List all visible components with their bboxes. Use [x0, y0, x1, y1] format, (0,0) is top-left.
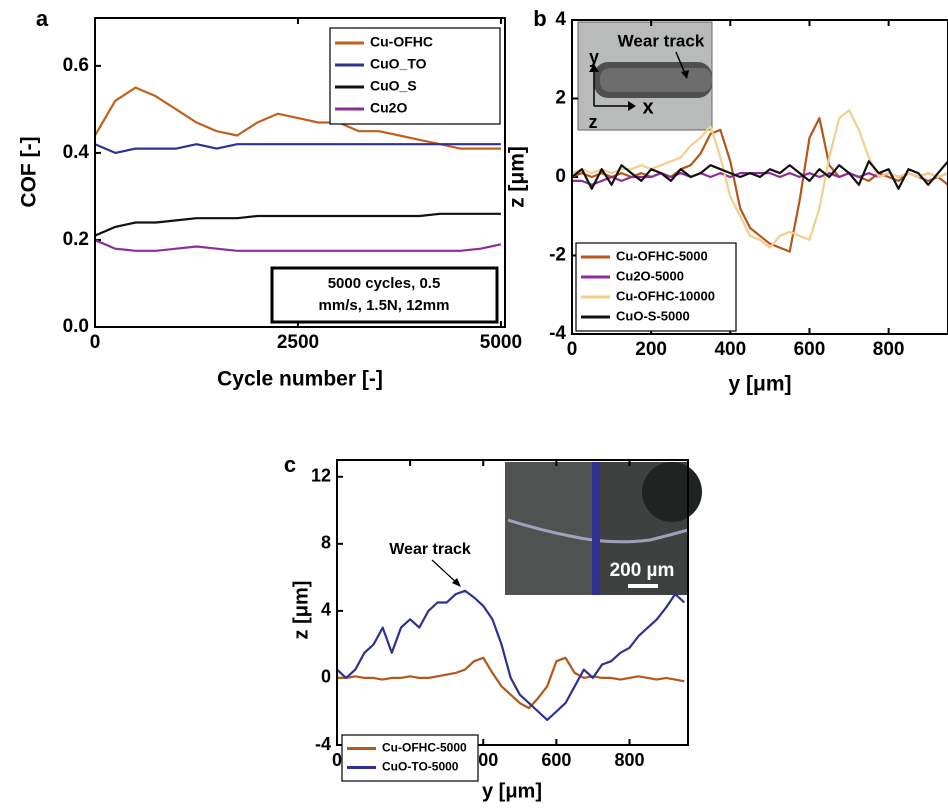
inset-label: x — [642, 96, 653, 118]
plot-frame — [336, 459, 689, 746]
x-tick-label: 0 — [567, 339, 578, 360]
y-tick-label: -4 — [549, 323, 566, 344]
legend-label: Cu-OFHC-5000 — [382, 741, 467, 755]
inset-label: z — [589, 112, 598, 132]
data-line — [337, 656, 685, 710]
plot-frame — [571, 19, 948, 335]
y-tick-label: 2 — [555, 88, 566, 109]
legend-label: Cu2O — [370, 100, 407, 116]
annotation-arrow — [431, 559, 461, 587]
plot-frame — [94, 17, 506, 328]
data-line — [572, 109, 948, 249]
legend-label: CuO_S — [370, 78, 417, 94]
x-tick-label: 2500 — [277, 332, 319, 353]
x-axis-label: y [μm] — [728, 373, 791, 396]
annotation-text: mm/s, 1.5N, 12mm — [319, 297, 450, 314]
x-tick-label: 800 — [614, 750, 644, 770]
x-axis-label: Cycle number [-] — [217, 368, 383, 391]
inset-label: Wear track — [618, 31, 705, 50]
inset-label: y — [589, 47, 599, 67]
data-line — [337, 589, 686, 721]
legend-box — [341, 734, 479, 782]
x-tick-label: 5000 — [480, 332, 522, 353]
y-tick-label: 0 — [321, 667, 331, 687]
data-line — [95, 238, 502, 252]
y-tick-label: 0 — [555, 166, 566, 187]
y-tick-label: 4 — [321, 600, 331, 620]
y-tick-label: -4 — [315, 734, 331, 754]
legend-label: CuO-TO-5000 — [382, 760, 459, 774]
x-tick-label: 200 — [635, 339, 667, 360]
legend-label: Cu-OFHC-10000 — [616, 288, 715, 303]
legend-label: Cu-OFHC — [370, 34, 433, 50]
x-tick-label: 400 — [714, 339, 746, 360]
y-tick-label: 0.4 — [63, 142, 90, 163]
y-tick-label: 8 — [321, 533, 331, 553]
y-axis-label: z [μm] — [290, 581, 312, 640]
x-tick-label: 800 — [873, 339, 905, 360]
panel-label: c — [284, 452, 296, 477]
data-line — [95, 212, 501, 237]
annotation-box — [270, 266, 499, 324]
data-line — [95, 86, 501, 150]
data-line — [572, 117, 948, 253]
panel-label: b — [533, 6, 546, 31]
legend-label: Cu2O-5000 — [616, 268, 684, 283]
y-tick-label: 12 — [311, 466, 331, 486]
annotation-text: 5000 cycles, 0.5 — [328, 275, 441, 292]
x-tick-label: 600 — [541, 750, 571, 770]
scale-bar-label: 200 µm — [610, 560, 675, 581]
y-tick-label: 0.2 — [63, 229, 89, 250]
x-tick-label: 0 — [332, 750, 342, 770]
y-axis-label: COF [-] — [18, 136, 41, 207]
data-line — [572, 160, 948, 190]
x-axis-label: y [μm] — [482, 780, 542, 802]
y-tick-label: 4 — [555, 9, 566, 30]
legend-label: CuO-S-5000 — [616, 308, 690, 323]
legend-label: CuO_TO — [370, 56, 427, 72]
x-tick-label: 600 — [794, 339, 826, 360]
inset-photo — [505, 462, 702, 595]
inset-photo — [577, 21, 713, 131]
data-line — [95, 143, 501, 154]
y-axis-label: z [μm] — [506, 146, 529, 208]
y-tick-label: 0.0 — [63, 316, 89, 337]
x-tick-label: 0 — [90, 332, 101, 353]
panel-label: a — [36, 6, 49, 31]
y-tick-label: -2 — [549, 245, 566, 266]
legend-label: Cu-OFHC-5000 — [616, 248, 708, 263]
y-tick-label: 0.6 — [63, 55, 89, 76]
annotation-text: Wear track — [389, 541, 471, 558]
